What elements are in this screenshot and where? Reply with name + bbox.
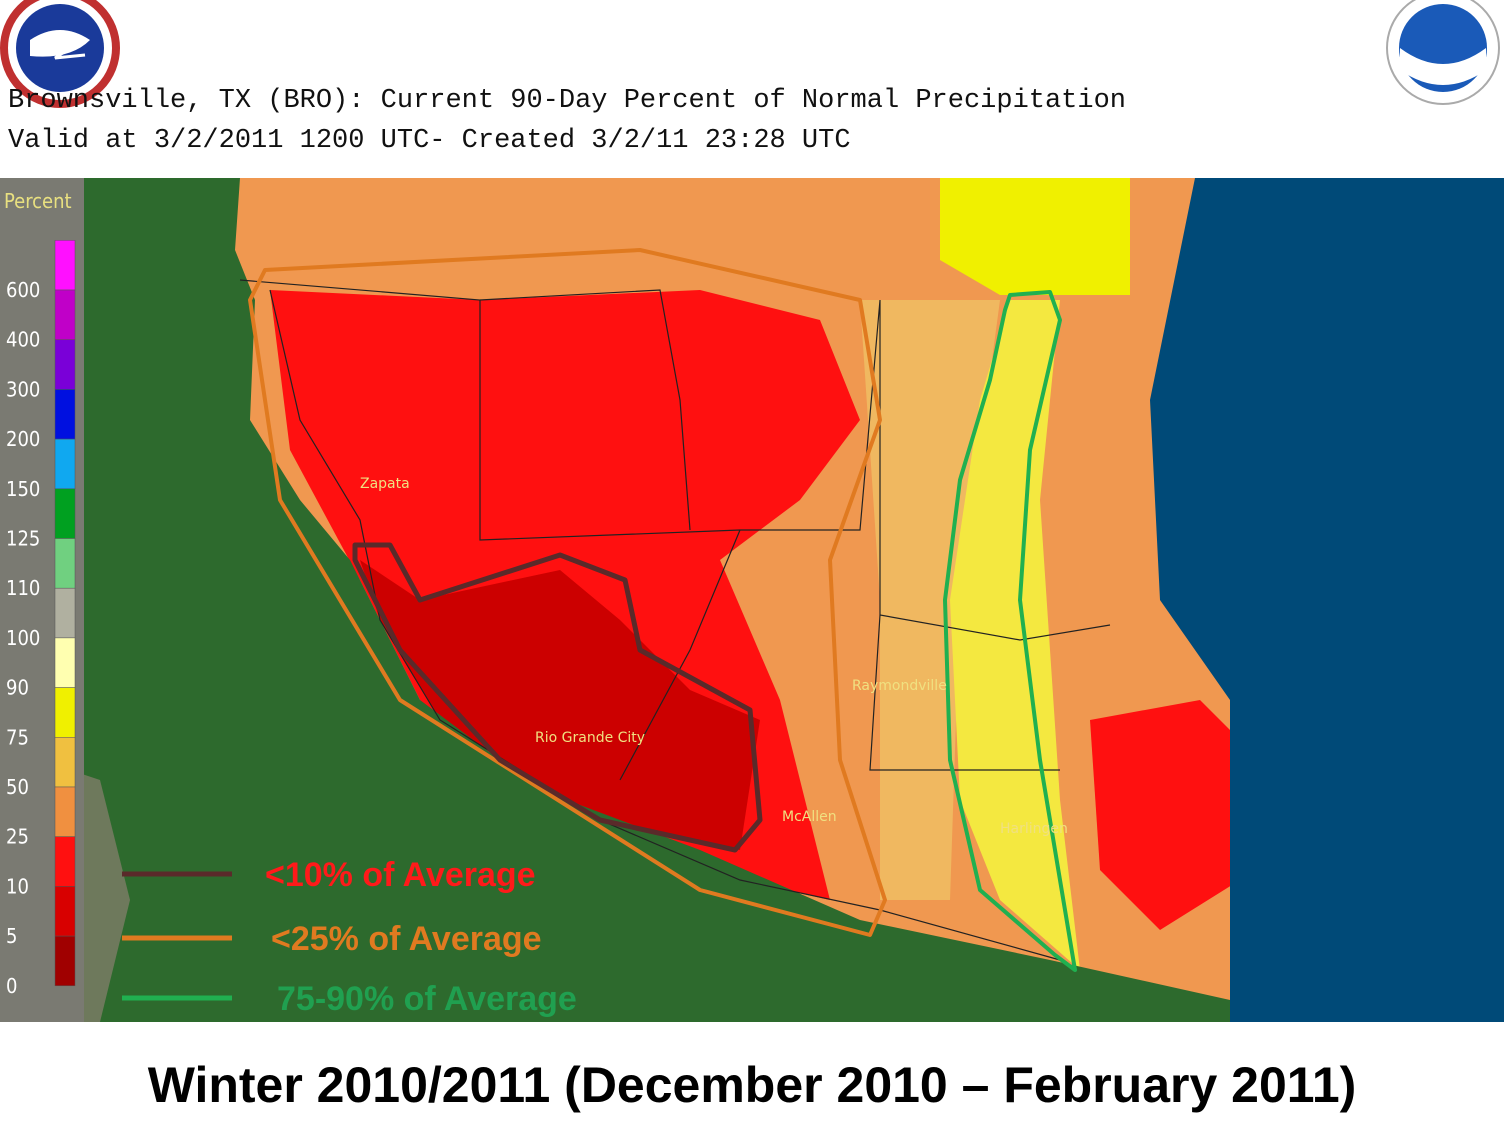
city-label: Rio Grande City — [535, 730, 645, 746]
city-label: Raymondville — [852, 678, 947, 694]
scale-cell — [54, 836, 76, 887]
scale-cell — [54, 786, 76, 837]
title: Brownsville, TX (BRO): Current 90-Day Pe… — [8, 86, 1126, 116]
nws-logo — [0, 0, 120, 108]
scale-cell — [54, 886, 76, 937]
legend-label: <25% of Average — [271, 920, 542, 958]
scale-label: 75 — [6, 725, 29, 749]
scale-label: 600 — [6, 278, 40, 302]
noaa-logo — [1386, 0, 1500, 105]
scale-cell — [54, 587, 76, 639]
scale-cell — [54, 240, 76, 291]
scale-label: 0 — [6, 974, 17, 998]
scale-cell — [54, 438, 76, 490]
scale-label: 25 — [6, 825, 29, 849]
map — [0, 178, 1504, 1022]
scale-label: 50 — [6, 775, 29, 799]
scale-cell — [54, 737, 76, 788]
scale-cell — [54, 538, 76, 589]
caption: Winter 2010/2011 (December 2010 – Februa… — [148, 1057, 1357, 1113]
scale-label: 150 — [6, 477, 40, 501]
scale-cell — [54, 488, 76, 539]
scale-label: 125 — [6, 527, 40, 551]
city-label: McAllen — [782, 809, 837, 825]
scale-label: 100 — [6, 626, 40, 650]
scale-label: 110 — [6, 576, 40, 600]
scale-label: 400 — [6, 328, 40, 352]
scale-label: 200 — [6, 427, 40, 451]
scale-cell — [54, 389, 76, 440]
scale-label: 5 — [6, 924, 17, 948]
scale-cell — [54, 687, 76, 738]
legend-label: 75-90% of Average — [277, 980, 577, 1018]
subtitle: Valid at 3/2/2011 1200 UTC- Created 3/2/… — [8, 126, 851, 156]
scale-label: 90 — [6, 676, 29, 700]
city-label: Zapata — [360, 476, 410, 492]
scale-title: Percent — [4, 189, 72, 213]
scale-label: 10 — [6, 874, 29, 898]
scale-cell — [54, 637, 76, 688]
scale-cell — [54, 339, 76, 390]
scale-cell — [54, 289, 76, 340]
scale-cell — [54, 935, 76, 987]
city-label: Harlingen — [1000, 821, 1068, 837]
scale-label: 300 — [6, 377, 40, 401]
legend-label: <10% of Average — [265, 856, 536, 894]
